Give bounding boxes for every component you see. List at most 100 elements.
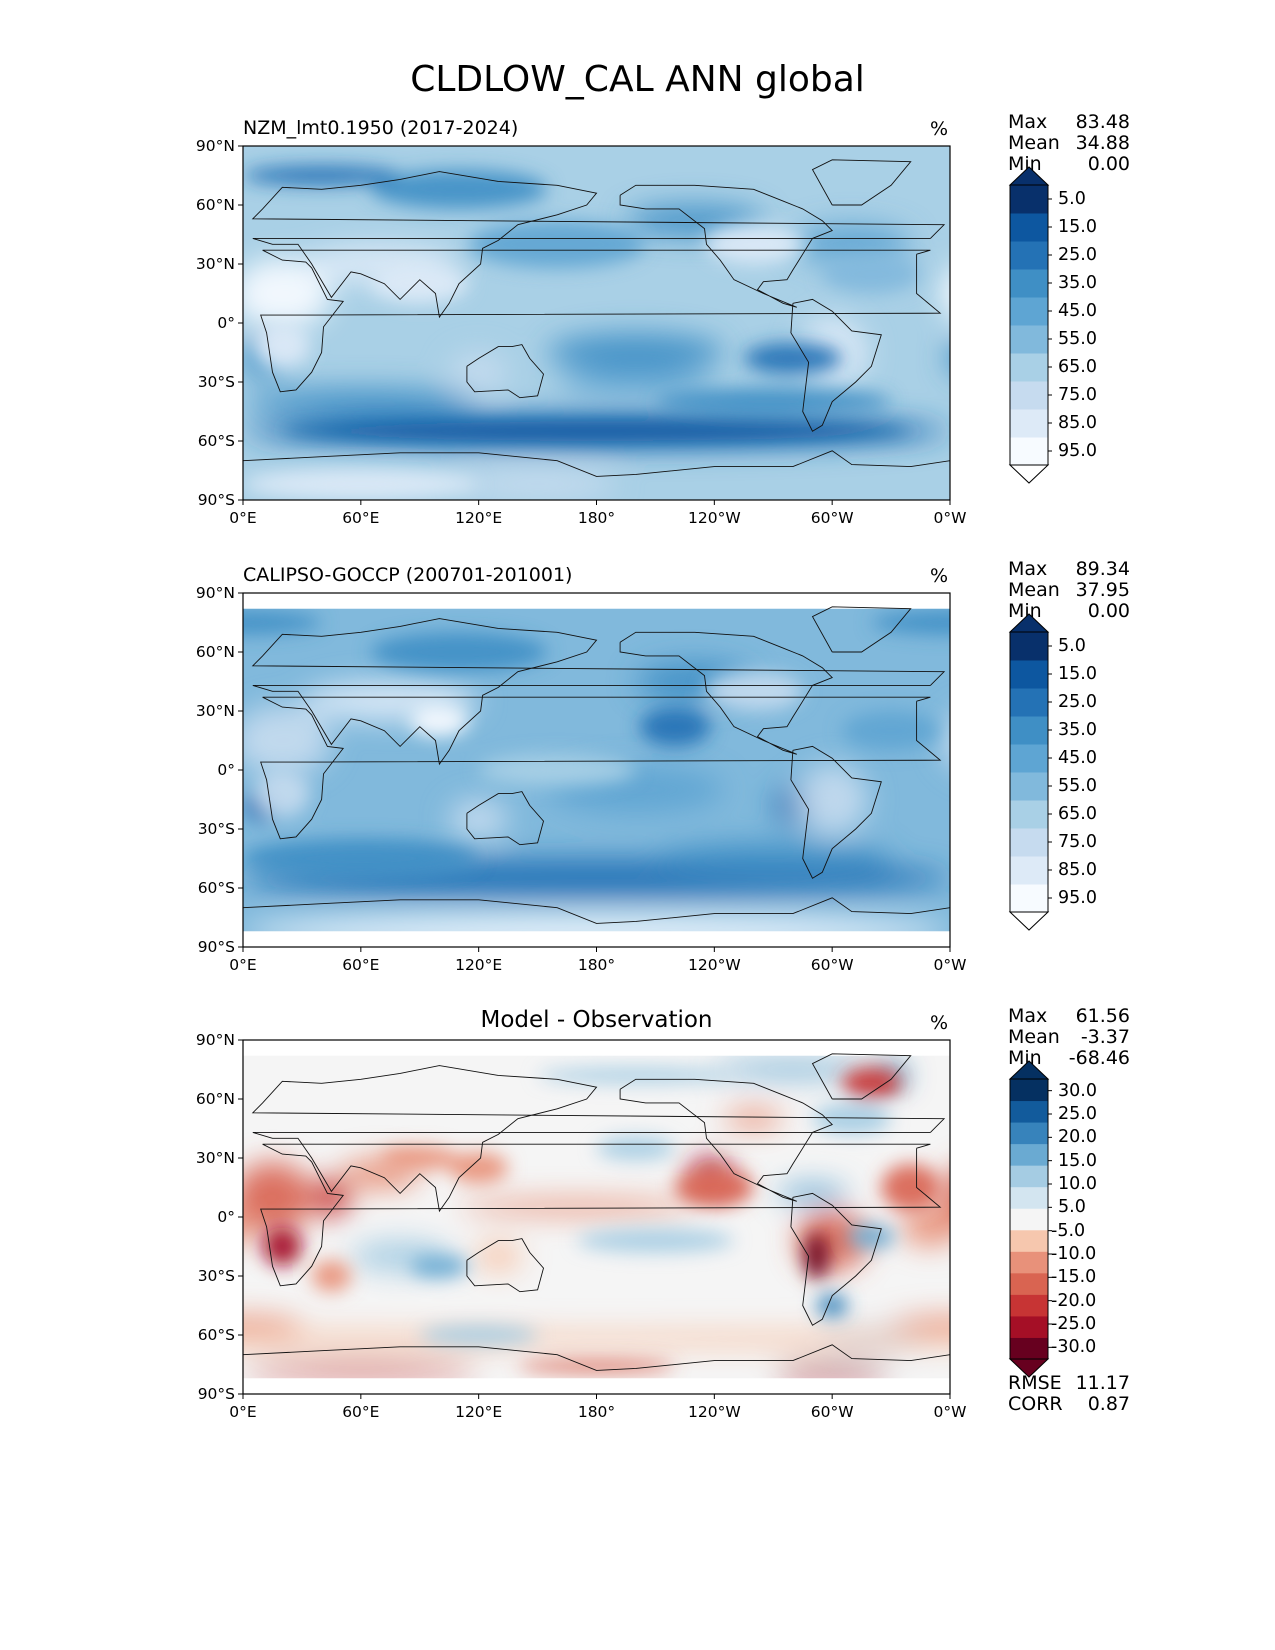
panel-3-corr-label: CORR — [1008, 1393, 1063, 1415]
panel-2-mean-label: Mean — [1008, 579, 1060, 601]
panel-2-title: CALIPSO-GOCCP (200701-201001) — [243, 564, 573, 586]
panel-1-xtick-label: 120°E — [455, 509, 503, 527]
panel-2-contour-region — [370, 632, 548, 672]
panel-1-contour-region — [243, 258, 332, 329]
panel-3-xtick-label: 60°E — [342, 1403, 380, 1421]
panel-3-contour-region — [675, 1167, 754, 1208]
panel-1-colorbar-extend-high — [1008, 166, 1050, 186]
panel-1-colorbar-label: 85.0 — [1058, 413, 1097, 433]
panel-3-contour-region — [243, 1315, 302, 1335]
panel-1-colorbar-segment — [1010, 437, 1048, 466]
panel-1-ytick-label: 30°N — [195, 255, 235, 273]
panel-1-xtick-label: 60°W — [810, 509, 854, 527]
panel-1-colorbar-label: 65.0 — [1058, 357, 1097, 377]
panel-2-colorbar-segment — [1010, 828, 1048, 857]
panel-1-contour-region — [822, 254, 921, 294]
panel-2-contour-region — [243, 705, 332, 776]
panel-2-contour-region — [449, 799, 509, 839]
panel-3-colorbar-segment — [1010, 1229, 1048, 1252]
panel-2-xtick-label: 120°W — [687, 956, 741, 974]
panel-1-colorbar-segment — [1010, 185, 1048, 214]
panel-3-colorbar — [1008, 1060, 1052, 1378]
panel-3-ytick-label: 90°N — [195, 1031, 235, 1049]
panel-2-xtick-label: 120°E — [455, 956, 503, 974]
panel-3-contour-region — [881, 1163, 941, 1212]
panel-2-ytick-label: 60°S — [197, 879, 235, 897]
panel-1-colorbar-label: 25.0 — [1058, 245, 1097, 265]
panel-3-min-label: Min — [1008, 1047, 1042, 1069]
panel-2-ytick-label: 90°S — [197, 938, 235, 956]
panel-1-colorbar-label: 95.0 — [1058, 441, 1097, 461]
panel-2-colorbar-segment — [1010, 660, 1048, 689]
panel-2-contour-region — [639, 707, 711, 747]
panel-3-xtick-label: 180° — [577, 1403, 616, 1421]
panel-2-min-value: 0.00 — [1087, 600, 1130, 622]
panel-3-contour-region — [816, 1293, 848, 1318]
panel-1-title: NZM_lmt0.1950 (2017-2024) — [243, 117, 519, 139]
panel-1-contour-region — [704, 224, 803, 264]
panel-3-contour-region — [449, 1152, 509, 1184]
panel-2-contour-region — [704, 671, 803, 711]
panel-1-colorbar-segment — [1010, 297, 1048, 326]
panel-3-coastline — [811, 1053, 912, 1100]
panel-3-colorbar-label: -5.0 — [1051, 1220, 1086, 1241]
panel-3-colorbar-label: -20.0 — [1051, 1290, 1097, 1311]
panel-1-map — [238, 145, 951, 505]
panel-1-coastline — [243, 450, 950, 500]
panel-3-contour-region — [812, 1102, 892, 1135]
panel-2-contour-region — [940, 719, 950, 762]
panel-3-nodata-south — [243, 1378, 950, 1394]
panel-3-title: Model - Observation — [480, 1007, 713, 1033]
panel-3-xtick-label: 0°E — [229, 1403, 257, 1421]
panel-3-colorbar-label: -30.0 — [1051, 1337, 1097, 1358]
panel-3-contour-region — [380, 1146, 460, 1170]
panel-1-ytick-label: 60°S — [197, 432, 235, 450]
panel-1-xtick-label: 0°E — [229, 509, 257, 527]
panel-1-colorbar-label: 5.0 — [1058, 189, 1086, 209]
panel-3-colorbar-label: -15.0 — [1051, 1267, 1097, 1288]
panel-1-xtick-label: 60°E — [342, 509, 380, 527]
panel-3-xtick-label: 60°W — [810, 1403, 854, 1421]
panel-2-contour-region — [655, 842, 892, 875]
panel-3-units: % — [930, 1012, 949, 1034]
panel-3-colorbar-segment — [1010, 1315, 1048, 1338]
panel-2-colorbar-label: 85.0 — [1058, 860, 1097, 880]
panel-2-coastline — [260, 696, 942, 840]
panel-1-colorbar — [1008, 166, 1052, 484]
panel-3-colorbar-extend-low — [1008, 1358, 1050, 1378]
panel-3-colorbar-label: 10.0 — [1058, 1174, 1097, 1194]
panel-2-contour-region — [841, 711, 941, 751]
panel-3-contour-region — [419, 1325, 538, 1345]
panel-1-coastline — [260, 249, 942, 393]
panel-1-contour-region — [370, 264, 469, 304]
panel-1-xtick-label: 0°W — [933, 509, 967, 527]
panel-3-xtick-label: 120°E — [455, 1403, 503, 1421]
panel-2-colorbar-extend-low — [1008, 911, 1050, 931]
panel-3-contour-region — [900, 1207, 950, 1247]
panel-3-coastline — [619, 1078, 834, 1202]
panel-1-ytick-label: 60°N — [195, 196, 235, 214]
panel-3-colorbar-segment — [1010, 1272, 1048, 1295]
panel-1-contour-region — [282, 421, 911, 441]
panel-3-colorbar-label: -10.0 — [1051, 1244, 1097, 1264]
panel-3-coastline — [243, 1344, 950, 1394]
panel-2-nodata-north — [243, 593, 950, 609]
panel-2-colorbar-label: 15.0 — [1058, 664, 1097, 684]
panel-3-colorbar-label: 20.0 — [1058, 1127, 1097, 1148]
panel-1-coastline — [811, 159, 912, 206]
panel-2-xtick-label: 0°E — [229, 956, 257, 974]
panel-2-ytick-label: 30°N — [195, 702, 235, 720]
panel-3-xtick-label: 0°W — [933, 1403, 967, 1421]
panel-2-colorbar-label: 25.0 — [1058, 692, 1097, 712]
panel-1-contour-region — [940, 272, 950, 315]
panel-3-colorbar-segment — [1010, 1337, 1048, 1360]
panel-2-colorbar-label: 75.0 — [1058, 832, 1097, 852]
panel-2-contour-region — [796, 764, 868, 835]
panel-3-contour-region — [596, 1136, 676, 1160]
panel-1-coastline — [251, 171, 946, 319]
panel-1-colorbar-extend-low — [1008, 464, 1050, 484]
panel-1-colorbar-label: 55.0 — [1058, 329, 1097, 349]
panel-3-colorbar-label: 30.0 — [1058, 1080, 1097, 1101]
panel-1-ytick-label: 90°S — [197, 491, 235, 509]
panel-2-colorbar-segment — [1010, 744, 1048, 773]
